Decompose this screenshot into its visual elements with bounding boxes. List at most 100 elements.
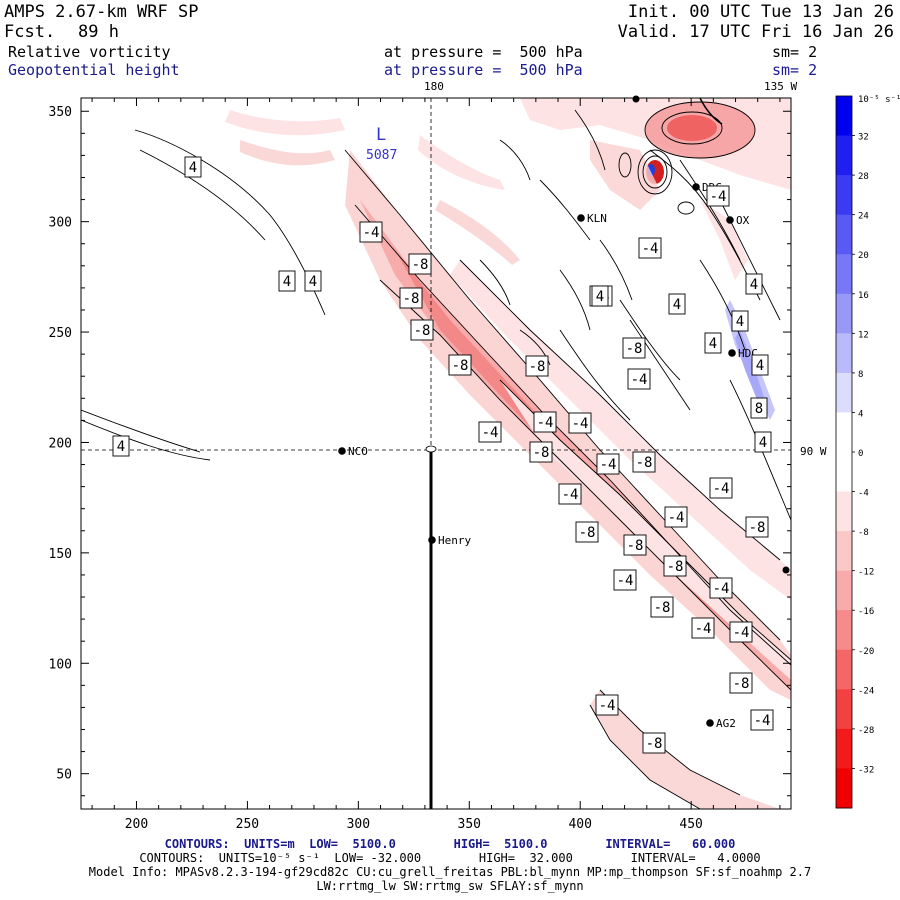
colorbar-tick-label: -32: [858, 765, 874, 775]
colorbar-tick-label: 24: [858, 212, 869, 222]
contour-label-box: [754, 431, 772, 453]
field1-level: at pressure = 500 hPa: [384, 43, 583, 61]
contour-label-box: [533, 411, 557, 433]
colorbar-swatch: [836, 689, 852, 730]
contour-label: -4: [562, 487, 579, 503]
contour-label: 4: [283, 274, 291, 290]
contour-label: -8: [403, 291, 420, 307]
contour-label: -8: [412, 257, 429, 273]
colorbar-swatch: [836, 412, 852, 453]
contour-label: -4: [710, 189, 727, 205]
field2-smooth: sm= 2: [772, 61, 818, 79]
contour-label: -4: [754, 713, 771, 729]
station-dot: [577, 214, 585, 222]
contour-label-box: [691, 617, 715, 639]
meridian-label-135w: 135 W: [764, 80, 797, 93]
contour-label: -8: [414, 323, 431, 339]
station-dot: [706, 719, 714, 727]
south-pole-marker: [425, 445, 437, 453]
model-title: AMPS 2.67-km WRF SP: [4, 2, 199, 22]
contour-label-box: [745, 516, 769, 538]
colorbar-tick-label: -8: [858, 528, 869, 538]
footer-model-info: Model Info: MPASv8.2.3-194-gf29cd82c CU:…: [88, 865, 812, 879]
colorbar-tick-label: 32: [858, 133, 869, 143]
x-tick-label: 200: [125, 817, 148, 832]
station-dot: [726, 216, 734, 224]
contour-label-box: [750, 709, 774, 731]
station-dot: [782, 566, 790, 574]
station-dot: [728, 349, 736, 357]
contour-label: -4: [668, 510, 685, 526]
contour-label: -4: [482, 425, 499, 441]
colorbar-swatch: [836, 214, 852, 255]
contour-label-box: [729, 621, 753, 643]
colorbar-tick-label: -28: [858, 726, 874, 736]
contour-label: -8: [627, 538, 644, 554]
contour-label-box: [112, 435, 130, 457]
contour-label: -4: [631, 372, 648, 388]
y-tick-label: 100: [49, 657, 72, 672]
contour-label: 4: [759, 435, 767, 451]
contour-label: -4: [713, 481, 730, 497]
contour-label-box: [664, 506, 688, 528]
station-label-ox: OX: [736, 214, 750, 227]
colorbar-tick-label: 8: [858, 370, 863, 380]
contour-label-box: [642, 732, 666, 754]
contour-label: -8: [733, 676, 750, 692]
x-tick-label: 300: [347, 817, 370, 832]
contour-label-box: [184, 156, 202, 178]
station-dot: [632, 95, 640, 103]
contour-label: -4: [713, 581, 730, 597]
colorbar-unit: 10⁻⁵ s⁻¹: [858, 95, 900, 105]
field1-name: Relative vorticity: [8, 43, 171, 61]
station-label-henry: Henry: [438, 534, 471, 547]
contour-label: -4: [642, 241, 659, 257]
low-center-label: L: [376, 125, 386, 145]
contour-label: 4: [117, 439, 125, 455]
colorbar-swatch: [836, 649, 852, 690]
colorbar-swatch: [836, 372, 852, 413]
contour-label-box: [558, 483, 582, 505]
contour-label-box: [627, 368, 651, 390]
y-tick-label: 50: [56, 768, 72, 783]
contour-label-box: [663, 555, 687, 577]
contour-label: -8: [654, 600, 671, 616]
contour-label-box: [359, 221, 383, 243]
contour-label: -4: [600, 457, 617, 473]
colorbar-swatch: [836, 491, 852, 532]
colorbar-swatch: [836, 175, 852, 216]
contour-label: -8: [452, 358, 469, 374]
contour-label-box: [668, 293, 686, 315]
contour-label-box: [729, 672, 753, 694]
valid-time: Valid. 17 UTC Fri 16 Jan 26: [617, 22, 894, 42]
contour-label-box: [750, 397, 768, 419]
y-tick-label: 150: [49, 547, 72, 562]
meridian-label-180: 180: [424, 80, 444, 93]
colorbar-tick-label: -12: [858, 568, 874, 578]
colorbar-tick-label: -16: [858, 607, 874, 617]
init-time: Init. 00 UTC Tue 13 Jan 26: [627, 2, 894, 22]
contour-label: -8: [636, 455, 653, 471]
colorbar-tick-label: 12: [858, 330, 869, 340]
x-tick-label: 450: [679, 817, 702, 832]
contour-label-box: [623, 534, 647, 556]
contour-label: -8: [529, 359, 546, 375]
station-dot: [692, 183, 700, 191]
contour-label: -8: [626, 341, 643, 357]
colorbar-tick-label: -4: [858, 489, 869, 499]
contour-label-box: [408, 253, 432, 275]
contour-label-box: [525, 355, 549, 377]
contour-label: 4: [596, 289, 604, 305]
colorbar-swatch: [836, 293, 852, 334]
contour-label-box: [595, 694, 619, 716]
colorbar-swatch: [836, 254, 852, 295]
contour-label-box: [709, 477, 733, 499]
colorbar-tick-label: 16: [858, 291, 869, 301]
contour-label: -8: [533, 445, 550, 461]
contour-label-box: [399, 287, 423, 309]
contour-label-box: [650, 596, 674, 618]
field2-level: at pressure = 500 hPa: [384, 61, 583, 79]
colorbar: 32 28 24 20 16 12 8 4 0 -4 -8 -12 -16 -20 -24 -28 -32: [835, 95, 874, 809]
contour-label: -4: [695, 621, 712, 637]
y-tick-label: 200: [49, 436, 72, 451]
